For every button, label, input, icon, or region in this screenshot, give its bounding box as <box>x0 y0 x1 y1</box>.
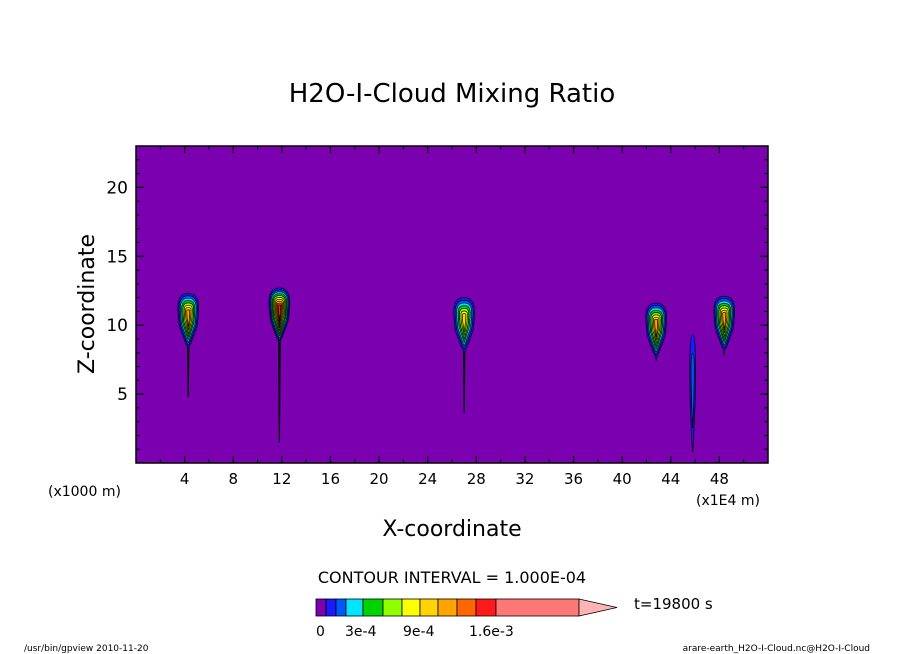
colorbar-segment-10 <box>456 598 477 617</box>
cloud-contour-level-8 <box>654 319 659 338</box>
x-tick-label: 32 <box>515 470 534 488</box>
colorbar-segment-6 <box>382 598 403 617</box>
cloud-5 <box>689 334 696 453</box>
y-tick-label: 20 <box>106 178 128 198</box>
x-tick-label: 20 <box>370 470 389 488</box>
footer-right: arare-earth_H2O-I-Cloud.nc@H2O-I-Cloud <box>683 644 870 654</box>
x-units-left: (x1000 m) <box>48 484 121 500</box>
colorbar-segment-5 <box>362 598 384 617</box>
colorbar-segment-1 <box>315 598 327 617</box>
y-tick-label: 10 <box>106 316 128 336</box>
x-tick-label: 40 <box>613 470 632 488</box>
x-tick-label: 16 <box>321 470 340 488</box>
chart-title: H2O-I-Cloud Mixing Ratio <box>289 79 616 109</box>
colorbar-segment-8 <box>419 598 439 617</box>
cloud-contour-level-7 <box>462 313 467 333</box>
x-tick-label: 36 <box>564 470 583 488</box>
cloud-1 <box>177 293 200 397</box>
cloud-contour-level-2 <box>690 353 695 429</box>
colorbar-segment-2 <box>325 598 337 617</box>
cloud-contour-level-8 <box>722 312 727 331</box>
cloud-2 <box>268 287 291 443</box>
colorbar-segment-3 <box>335 598 347 617</box>
x-tick-label: 4 <box>180 470 190 488</box>
x-tick-label: 44 <box>661 470 680 488</box>
cloud-3 <box>453 297 475 414</box>
y-tick-label: 5 <box>117 385 128 405</box>
time-label: t=19800 s <box>634 595 713 613</box>
colorbar-segment-9 <box>437 598 458 617</box>
x-tick-label: 48 <box>710 470 729 488</box>
colorbar-label: 9e-4 <box>403 624 435 640</box>
cloud-contour-level-10 <box>277 304 281 322</box>
colorbar-segment-11 <box>475 598 497 617</box>
colorbar-arrow <box>578 598 618 617</box>
x-units-right: (x1E4 m) <box>696 493 760 509</box>
cloud-contour-level-8 <box>186 309 191 328</box>
x-axis-label: X-coordinate <box>382 517 521 542</box>
colorbar-label: 1.6e-3 <box>469 624 514 640</box>
x-tick-label: 12 <box>272 470 291 488</box>
x-tick-label: 8 <box>228 470 238 488</box>
y-axis-label: Z-coordinate <box>75 234 100 374</box>
colorbar-label: 3e-4 <box>345 624 377 640</box>
colorbar-segment-7 <box>401 598 421 617</box>
colorbar-label: 0 <box>316 624 325 640</box>
x-tick-label: 28 <box>467 470 486 488</box>
contour-interval-label: CONTOUR INTERVAL = 1.000E-04 <box>318 568 586 587</box>
x-tick-label: 24 <box>418 470 437 488</box>
cloud-6 <box>713 295 736 356</box>
colorbar-segment-12 <box>495 598 580 617</box>
colorbar-segment-4 <box>345 598 364 617</box>
cloud-4 <box>645 302 667 362</box>
colorbar: 0 3e-4 9e-4 1.6e-3 <box>315 598 618 640</box>
plot-background <box>136 146 768 463</box>
footer-left: /usr/bin/gpview 2010-11-20 <box>24 644 149 654</box>
y-tick-label: 15 <box>106 247 128 267</box>
